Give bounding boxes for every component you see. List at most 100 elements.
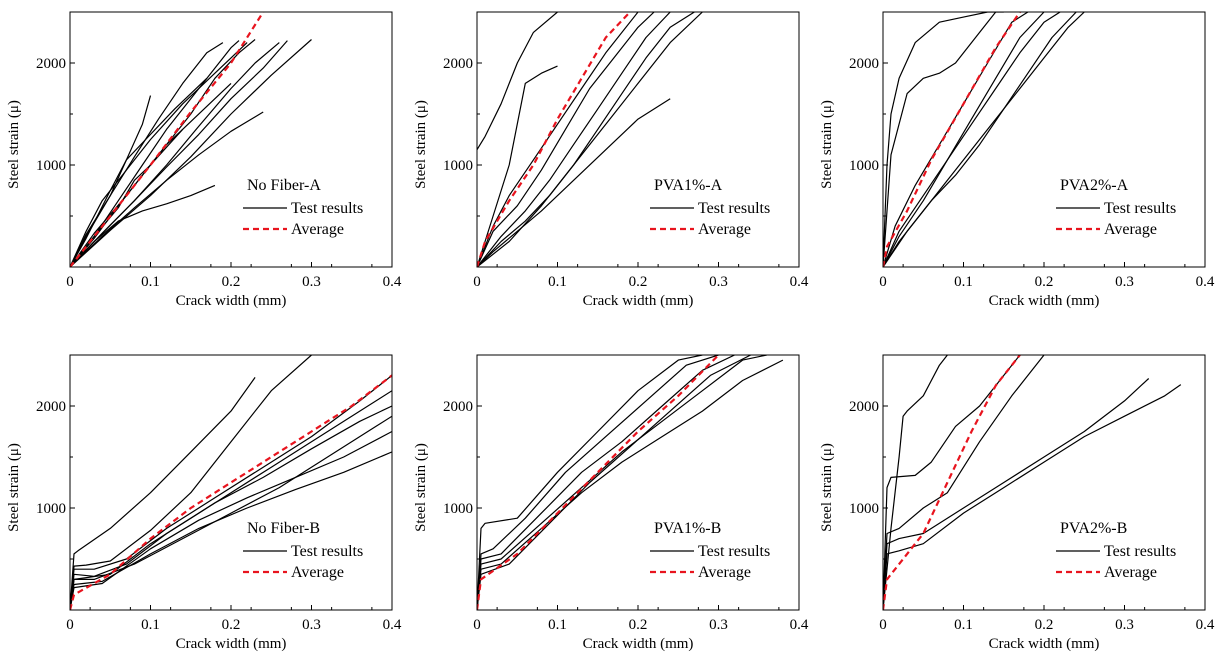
- y-tick-label: 1000: [849, 158, 879, 174]
- x-tick-label: 0.1: [141, 617, 160, 633]
- panel-title: PVA1%-B: [654, 520, 721, 537]
- x-tick-label: 0: [66, 617, 74, 633]
- test-series-line: [883, 12, 996, 267]
- x-tick-label: 0.3: [302, 617, 321, 633]
- y-axis-label: Steel strain (μ): [819, 100, 835, 189]
- test-series-line: [477, 99, 670, 267]
- panel-title: PVA2%-B: [1060, 520, 1127, 537]
- x-tick-label: 0.3: [1115, 617, 1134, 633]
- y-axis-label: Steel strain (μ): [413, 443, 429, 532]
- test-series-line: [477, 12, 670, 267]
- y-tick-label: 1000: [443, 158, 473, 174]
- panel-title: PVA1%-A: [654, 177, 723, 194]
- x-axis-label: Crack width (mm): [176, 636, 287, 652]
- x-tick-label: 0.2: [1035, 274, 1054, 290]
- test-series-line: [477, 12, 638, 267]
- y-tick-label: 2000: [36, 56, 66, 72]
- test-series-line: [70, 452, 392, 610]
- legend-average-label: Average: [1104, 221, 1157, 238]
- legend-average-label: Average: [698, 221, 751, 238]
- legend-average-label: Average: [291, 564, 344, 581]
- y-axis-label: Steel strain (μ): [413, 100, 429, 189]
- test-series-line: [477, 355, 735, 610]
- x-tick-label: 0: [473, 617, 481, 633]
- y-tick-label: 2000: [36, 399, 66, 415]
- x-tick-label: 0: [473, 274, 481, 290]
- legend-test-label: Test results: [291, 200, 363, 217]
- panel-title: No Fiber-B: [247, 520, 320, 537]
- x-tick-label: 0: [879, 274, 887, 290]
- legend-test-label: Test results: [698, 543, 770, 560]
- test-series-line: [70, 129, 183, 267]
- test-series-line: [883, 355, 1020, 610]
- chart-panel: 0 0.1 0.2 0.3 0.4 1000 2000 Crack width (mm) Ste…: [6, 12, 402, 309]
- x-tick-label: 0.4: [383, 274, 402, 290]
- panel-title: PVA2%-A: [1060, 177, 1129, 194]
- chart-panel: 0 0.1 0.2 0.3 0.4 1000 2000 Crack width (mm) Ste…: [6, 355, 402, 652]
- test-series-line: [70, 112, 263, 267]
- y-axis-label: Steel strain (μ): [6, 100, 22, 189]
- legend-average-label: Average: [1104, 564, 1157, 581]
- x-axis-label: Crack width (mm): [989, 293, 1100, 309]
- x-tick-label: 0.2: [629, 617, 648, 633]
- x-tick-label: 0.3: [709, 617, 728, 633]
- x-tick-label: 0.4: [383, 617, 402, 633]
- x-tick-label: 0.1: [954, 274, 973, 290]
- series-group: [883, 12, 1084, 267]
- x-tick-label: 0.4: [1196, 274, 1215, 290]
- x-axis-label: Crack width (mm): [583, 636, 694, 652]
- test-series-line: [477, 12, 558, 150]
- x-tick-label: 0.2: [222, 617, 241, 633]
- x-tick-label: 0.2: [222, 274, 241, 290]
- test-series-line: [477, 12, 702, 267]
- average-series-line: [883, 12, 1020, 267]
- y-tick-label: 1000: [36, 501, 66, 517]
- x-tick-label: 0.2: [629, 274, 648, 290]
- test-series-line: [70, 43, 223, 267]
- y-axis-label: Steel strain (μ): [819, 443, 835, 532]
- y-tick-label: 2000: [443, 399, 473, 415]
- x-tick-label: 0.4: [1196, 617, 1215, 633]
- legend-test-label: Test results: [291, 543, 363, 560]
- chart-panel: 0 0.1 0.2 0.3 0.4 1000 2000 Crack width (mm) Ste…: [819, 355, 1215, 652]
- x-axis-label: Crack width (mm): [176, 293, 287, 309]
- test-series-line: [883, 12, 1044, 267]
- x-axis-label: Crack width (mm): [989, 636, 1100, 652]
- panel-title: No Fiber-A: [247, 177, 321, 194]
- x-tick-label: 0.3: [302, 274, 321, 290]
- y-tick-label: 2000: [849, 399, 879, 415]
- test-series-line: [883, 355, 1044, 610]
- x-axis-label: Crack width (mm): [583, 293, 694, 309]
- x-tick-label: 0.4: [790, 274, 809, 290]
- test-series-line: [70, 41, 287, 267]
- test-series-line: [477, 12, 654, 267]
- legend-test-label: Test results: [1104, 200, 1176, 217]
- chart-panel: 0 0.1 0.2 0.3 0.4 1000 2000 Crack width (mm) Ste…: [819, 12, 1215, 309]
- x-tick-label: 0.2: [1035, 617, 1054, 633]
- y-tick-label: 1000: [849, 501, 879, 517]
- legend-average-label: Average: [698, 564, 751, 581]
- x-tick-label: 0.1: [954, 617, 973, 633]
- legend-test-label: Test results: [1104, 543, 1176, 560]
- x-tick-label: 0: [879, 617, 887, 633]
- y-tick-label: 2000: [849, 56, 879, 72]
- x-tick-label: 0.1: [141, 274, 160, 290]
- test-series-line: [70, 83, 231, 267]
- x-tick-label: 0.1: [548, 274, 567, 290]
- legend-average-label: Average: [291, 221, 344, 238]
- x-tick-label: 0.4: [790, 617, 809, 633]
- x-tick-label: 0: [66, 274, 74, 290]
- legend-test-label: Test results: [698, 200, 770, 217]
- y-tick-label: 1000: [443, 501, 473, 517]
- x-tick-label: 0.3: [1115, 274, 1134, 290]
- average-series-line: [883, 355, 1020, 610]
- y-axis-label: Steel strain (μ): [6, 443, 22, 532]
- series-group: [477, 12, 702, 267]
- chart-panel: 0 0.1 0.2 0.3 0.4 1000 2000 Crack width (mm) Ste…: [413, 355, 809, 652]
- x-tick-label: 0.3: [709, 274, 728, 290]
- chart-panel: 0 0.1 0.2 0.3 0.4 1000 2000 Crack width (mm) Ste…: [413, 12, 809, 309]
- y-tick-label: 1000: [36, 158, 66, 174]
- x-tick-label: 0.1: [548, 617, 567, 633]
- y-tick-label: 2000: [443, 56, 473, 72]
